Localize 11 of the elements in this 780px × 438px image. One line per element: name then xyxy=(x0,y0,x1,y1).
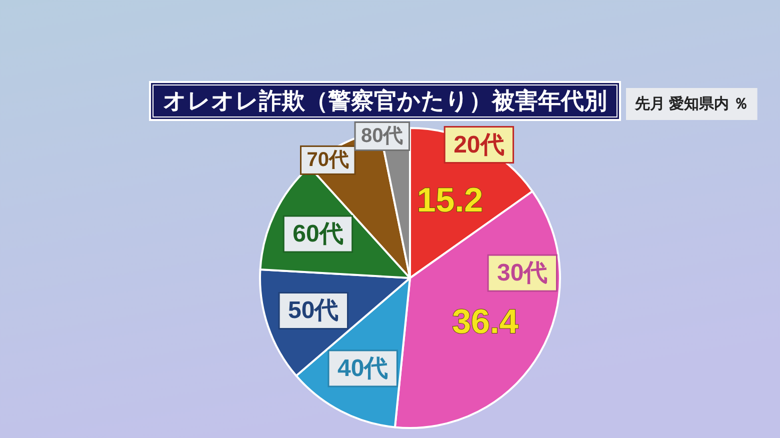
slice-label: 30代 xyxy=(497,260,548,287)
slice-label: 50代 xyxy=(288,297,339,324)
slice-label: 70代 xyxy=(306,149,350,172)
slice-label: 20代 xyxy=(454,131,504,158)
slice-label: 40代 xyxy=(337,354,388,382)
slice-label: 60代 xyxy=(292,220,344,248)
text: 先月 愛知県内 ％ xyxy=(634,96,748,112)
chart-title: オレオレ詐欺（警察官かたり）被害年代別 xyxy=(163,88,607,114)
data-label: 36.4 xyxy=(452,302,518,341)
slice-label: 80代 xyxy=(361,125,404,148)
data-label: 15.2 xyxy=(416,182,484,220)
